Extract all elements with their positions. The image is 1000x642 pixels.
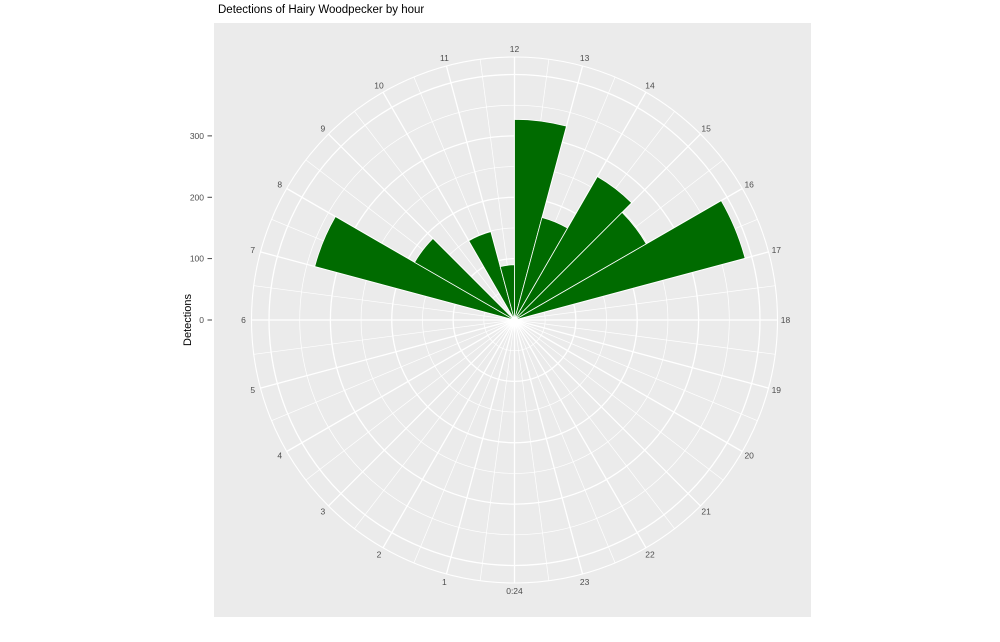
hour-label-21: 21 <box>701 507 711 517</box>
grid-line-halfhour <box>271 319 515 421</box>
hour-label-13: 13 <box>580 53 590 63</box>
hour-label-5: 5 <box>250 385 255 395</box>
bar-hour-7 <box>314 216 515 321</box>
hour-label-7: 7 <box>250 245 255 255</box>
grid-line-halfhour <box>305 319 515 481</box>
bar-hour-14 <box>514 176 633 321</box>
grid-line-hour <box>328 319 515 507</box>
grid-line-halfhour <box>354 111 515 321</box>
grid-line-hour <box>514 319 743 453</box>
hour-label-14: 14 <box>645 80 655 90</box>
grid-line-halfhour <box>354 319 515 529</box>
grid-line-halfhour <box>514 319 675 529</box>
grid-line-halfhour <box>514 319 758 421</box>
hour-label-23: 23 <box>580 577 590 587</box>
hour-label-12: 12 <box>510 44 520 54</box>
y-axis-title-box: Detections <box>181 23 195 617</box>
y-tick-label-300: 300 <box>190 131 204 141</box>
hour-label-20: 20 <box>744 451 754 461</box>
y-tick-label-0: 0 <box>199 315 204 325</box>
y-axis-title: Detections <box>182 294 194 346</box>
grid-line-hour <box>514 319 769 389</box>
grid-line-halfhour <box>514 319 616 564</box>
hour-label-6: 6 <box>241 315 246 325</box>
grid-line-halfhour <box>413 319 515 564</box>
hour-label-3: 3 <box>321 507 326 517</box>
grid-line-hour <box>514 319 701 507</box>
hour-label-1: 1 <box>442 577 447 587</box>
hour-label-10: 10 <box>374 80 384 90</box>
grid-line-halfhour <box>514 319 550 581</box>
grid-line-hour <box>260 319 515 389</box>
grid-line-halfhour <box>253 319 515 355</box>
y-tick-label-100: 100 <box>190 254 204 264</box>
grid-line-halfhour <box>514 285 776 321</box>
plot-title: Detections of Hairy Woodpecker by hour <box>218 4 425 16</box>
grid-line-hour <box>513 319 647 549</box>
hour-label-18: 18 <box>781 315 791 325</box>
bar-hour-10 <box>468 231 515 321</box>
hour-label-15: 15 <box>701 123 711 133</box>
hour-label-11: 11 <box>440 53 449 63</box>
hour-label-16: 16 <box>744 180 754 190</box>
grid-line-halfhour <box>514 319 724 481</box>
grid-line-halfhour <box>514 319 776 355</box>
grid-line-hour <box>445 319 516 575</box>
grid-line-halfhour <box>253 285 515 321</box>
hour-label-2: 2 <box>377 550 382 560</box>
grid-line-hour <box>382 319 516 549</box>
grid-line-hour <box>286 319 515 453</box>
bar-hour-16 <box>514 200 746 321</box>
grid-line-hour <box>513 319 584 575</box>
hour-label-19: 19 <box>772 385 782 395</box>
hour-label-4: 4 <box>277 451 282 461</box>
grid-line-halfhour <box>479 319 515 581</box>
hour-label-22: 22 <box>645 550 655 560</box>
hour-label-9: 9 <box>321 123 326 133</box>
y-tick-label-200: 200 <box>190 192 204 202</box>
hour-label-0-24: 0:24 <box>506 586 523 596</box>
bar-hour-12 <box>514 118 567 321</box>
bar-hour-8 <box>414 238 515 321</box>
hour-label-8: 8 <box>277 180 282 190</box>
hour-label-17: 17 <box>772 245 782 255</box>
